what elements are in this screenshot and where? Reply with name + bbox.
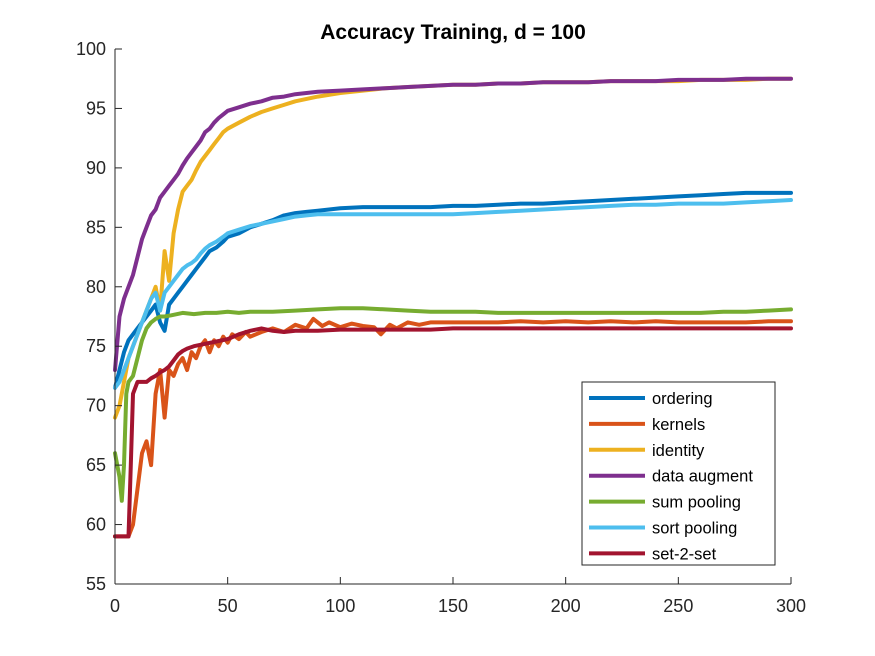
y-tick-label: 75 [86,336,106,356]
legend-label-sort-pooling: sort pooling [652,520,737,538]
x-tick-label: 100 [325,596,355,616]
y-tick-label: 65 [86,455,106,475]
legend-label-kernels: kernels [652,416,705,434]
legend-label-sum-pooling: sum pooling [652,494,741,512]
y-tick-label: 80 [86,277,106,297]
chart-title: Accuracy Training, d = 100 [320,21,586,44]
series-line-sum-pooling [113,306,793,503]
y-tick-label: 55 [86,574,106,594]
y-tick-label: 95 [86,98,106,118]
x-tick-label: 250 [663,596,693,616]
axes-layer: 0 50 100 150 200 250 300 55 60 65 70 75 80 85 90 95 100 [76,39,806,616]
x-tick-label: 200 [551,596,581,616]
legend-label-identity: identity [652,442,705,460]
legend-label-data-augment: data augment [652,468,753,486]
y-tick-label: 70 [86,396,106,416]
x-tick-label: 50 [218,596,238,616]
series-line-set-2-set [113,326,793,539]
legend-box [581,381,776,566]
series-line-data-augment [113,76,793,372]
y-tick-label: 90 [86,158,106,178]
y-tick-label: 60 [86,515,106,535]
x-tick-label: 150 [438,596,468,616]
legend-label-ordering: ordering [652,390,713,408]
series-line-sort-pooling [113,198,793,390]
y-tick-label: 100 [76,39,106,59]
legend-label-set-2-set: set-2-set [652,545,717,563]
y-tick-label: 85 [86,217,106,237]
legend: ordering kernels identity data augment sum p… [581,381,776,566]
x-tick-label: 300 [776,596,806,616]
x-tick-label: 0 [110,596,120,616]
series-layer [113,76,793,539]
